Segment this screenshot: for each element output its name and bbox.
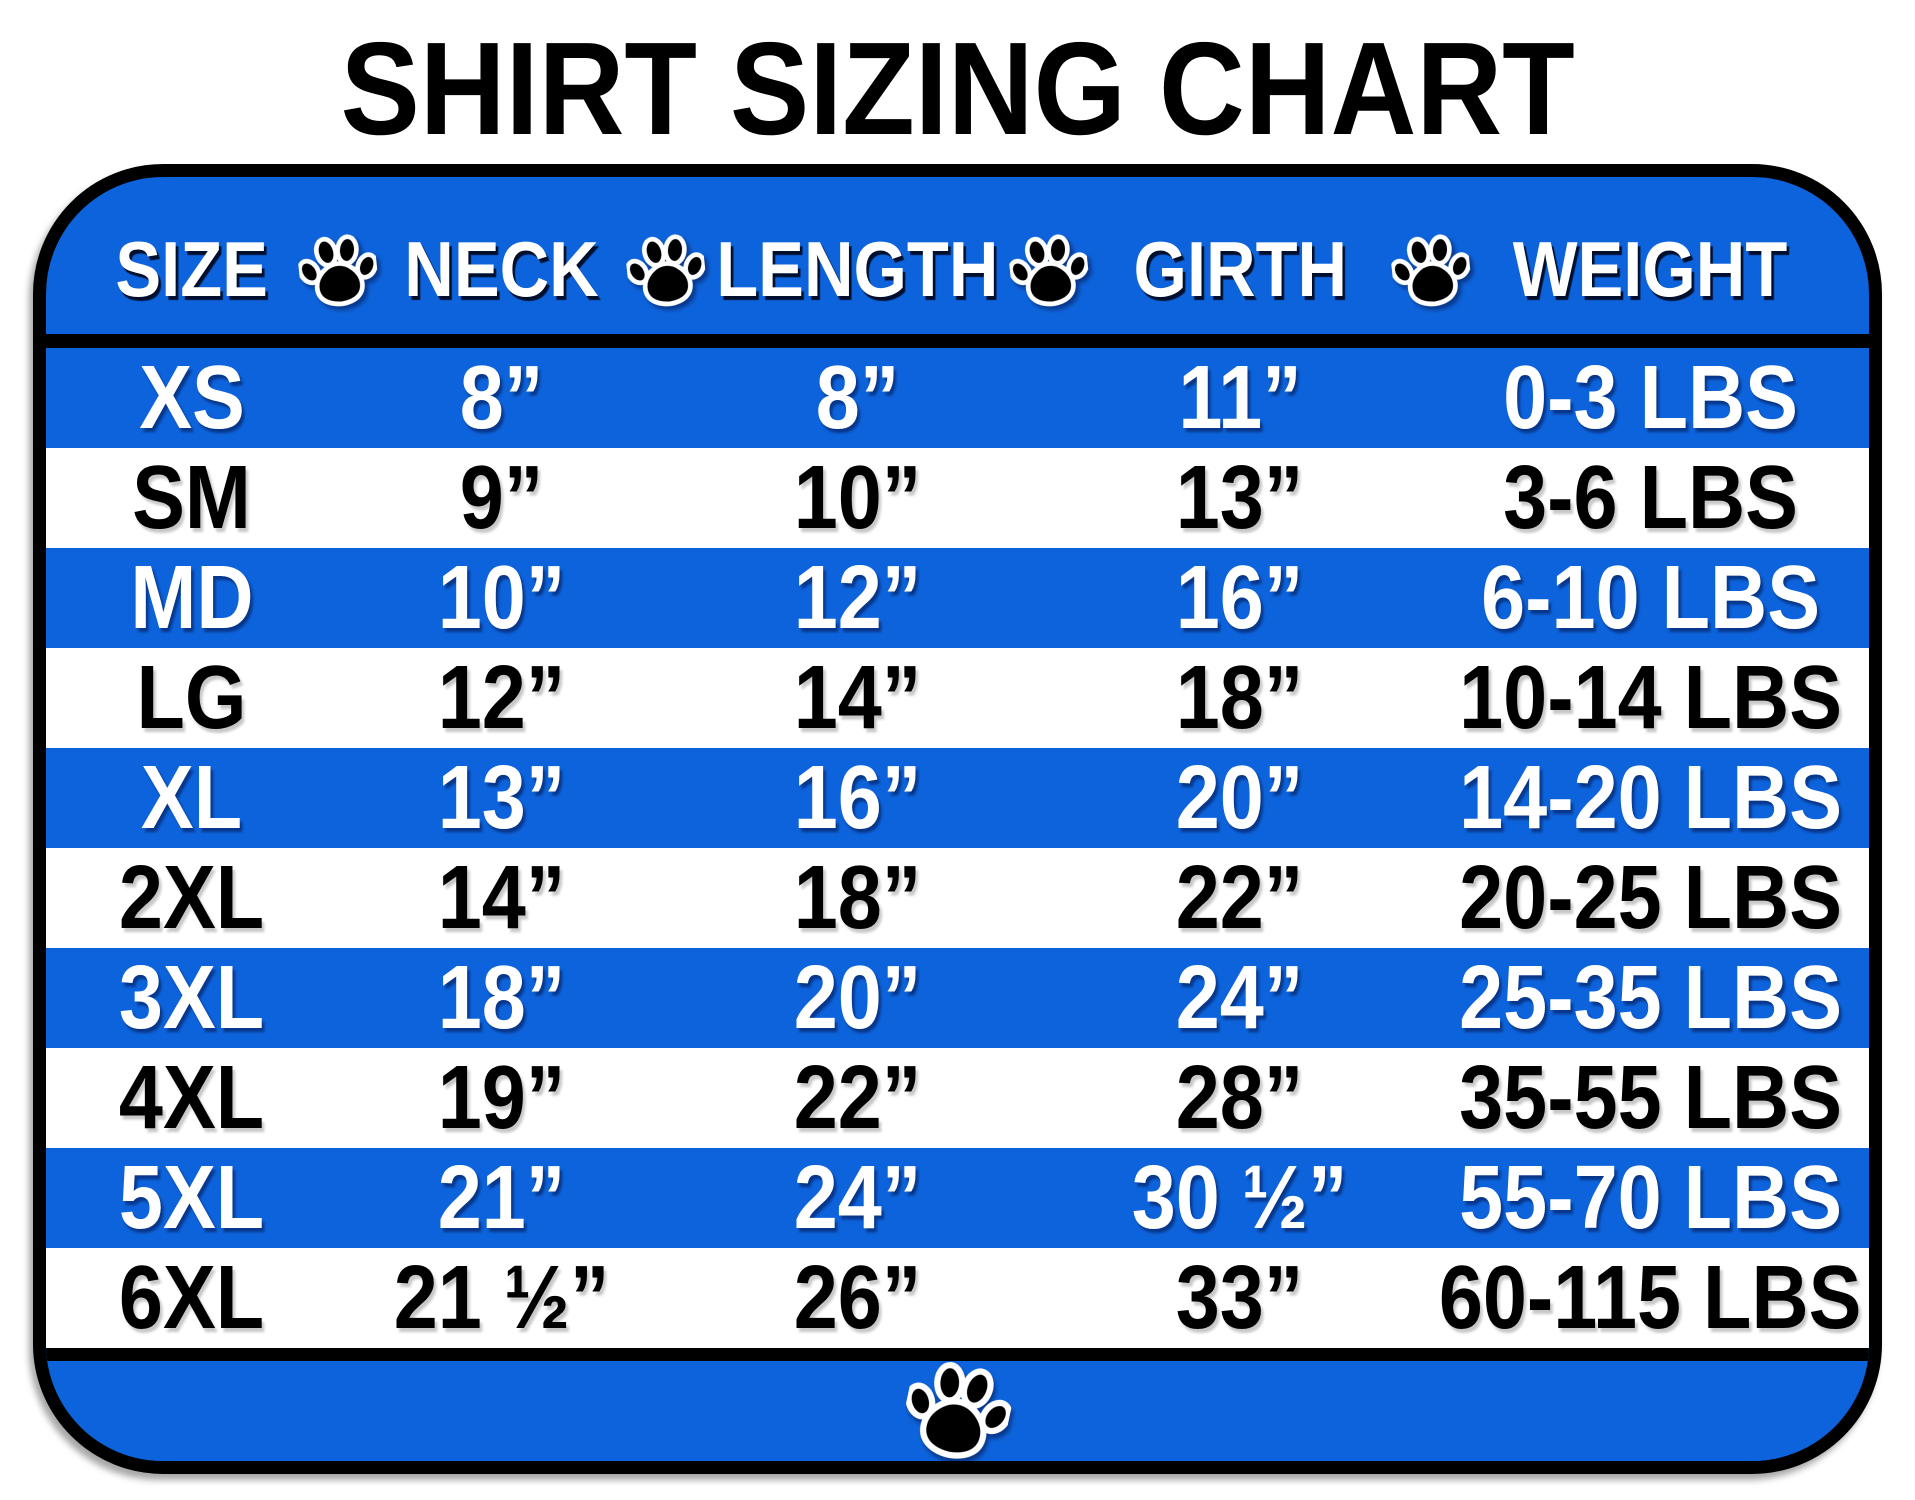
- table-row-md: MD 10” 12” 16” 6-10 LBS: [46, 548, 1869, 648]
- col-header-neck: NECK: [338, 214, 666, 324]
- page-title-text: SHIRT SIZING CHART: [340, 15, 1575, 162]
- table-row-xs: XS 8” 8” 11” 0-3 LBS: [46, 348, 1869, 448]
- cell-weight: 14-20 LBS: [1458, 748, 1842, 848]
- cell-size: 5XL: [119, 1148, 265, 1248]
- col-header-neck-label: NECK: [404, 224, 599, 313]
- table-row-4xl: 4XL 19” 22” 28” 35-55 LBS: [46, 1048, 1869, 1148]
- cell-girth: 20”: [1176, 748, 1304, 848]
- table-row-xl: XL 13” 16” 20” 14-20 LBS: [46, 748, 1869, 848]
- cell-size: 4XL: [119, 1048, 265, 1148]
- cell-size: XL: [141, 748, 243, 848]
- cell-weight: 6-10 LBS: [1480, 548, 1820, 648]
- cell-girth: 11”: [1178, 348, 1302, 448]
- cell-neck: 8”: [459, 348, 544, 448]
- cell-length: 10”: [793, 448, 922, 548]
- paw-icon: [896, 1347, 1019, 1470]
- cell-weight: 60-115 LBS: [1438, 1248, 1862, 1348]
- cell-weight: 0-3 LBS: [1502, 348, 1798, 448]
- cell-weight: 20-25 LBS: [1458, 848, 1842, 948]
- cell-neck: 12”: [437, 648, 566, 748]
- cell-girth: 28”: [1176, 1048, 1304, 1148]
- cell-girth: 24”: [1176, 948, 1304, 1048]
- cell-size: 3XL: [119, 948, 265, 1048]
- table-row-lg: LG 12” 14” 18” 10-14 LBS: [46, 648, 1869, 748]
- cell-length: 18”: [793, 848, 922, 948]
- cell-length: 24”: [793, 1148, 922, 1248]
- cell-size: 6XL: [119, 1248, 265, 1348]
- col-header-weight-label: WEIGHT: [1512, 224, 1788, 313]
- cell-girth: 13”: [1176, 448, 1304, 548]
- cell-girth: 16”: [1176, 548, 1304, 648]
- cell-girth: 18”: [1176, 648, 1304, 748]
- cell-neck: 18”: [437, 948, 566, 1048]
- cell-size: MD: [130, 548, 254, 648]
- cell-girth: 33”: [1176, 1248, 1304, 1348]
- col-header-size: SIZE: [46, 214, 338, 324]
- col-header-girth: GIRTH: [1049, 214, 1432, 324]
- cell-size: LG: [136, 648, 247, 748]
- cell-neck: 10”: [437, 548, 566, 648]
- cell-size: 2XL: [119, 848, 265, 948]
- cell-weight: 35-55 LBS: [1458, 1048, 1842, 1148]
- cell-length: 20”: [793, 948, 922, 1048]
- cell-length: 26”: [793, 1248, 922, 1348]
- cell-size: XS: [139, 348, 245, 448]
- sizing-chart-page: SHIRT SIZING CHART SIZE NECK LENGTH GIRT…: [0, 14, 1915, 1500]
- cell-girth: 30 ½”: [1132, 1148, 1348, 1248]
- cell-girth: 22”: [1176, 848, 1304, 948]
- col-header-size-label: SIZE: [115, 224, 269, 313]
- cell-neck: 19”: [437, 1048, 566, 1148]
- cell-neck: 13”: [437, 748, 566, 848]
- cell-neck: 21 ½”: [393, 1248, 610, 1348]
- table-header: SIZE NECK LENGTH GIRTH WEIGHT: [46, 177, 1869, 348]
- col-header-length: LENGTH: [666, 214, 1049, 324]
- cell-weight: 25-35 LBS: [1458, 948, 1842, 1048]
- table-row-5xl: 5XL 21” 24” 30 ½” 55-70 LBS: [46, 1148, 1869, 1248]
- col-header-length-label: LENGTH: [716, 224, 999, 313]
- sizing-card: SIZE NECK LENGTH GIRTH WEIGHT XS 8: [33, 164, 1882, 1474]
- cell-length: 22”: [793, 1048, 922, 1148]
- table-row-6xl: 6XL 21 ½” 26” 33” 60-115 LBS: [46, 1248, 1869, 1348]
- table-row-sm: SM 9” 10” 13” 3-6 LBS: [46, 448, 1869, 548]
- table-row-3xl: 3XL 18” 20” 24” 25-35 LBS: [46, 948, 1869, 1048]
- table-body: XS 8” 8” 11” 0-3 LBS SM 9” 10” 13” 3-6 L…: [46, 348, 1869, 1348]
- cell-length: 16”: [793, 748, 922, 848]
- cell-weight: 3-6 LBS: [1502, 448, 1798, 548]
- cell-neck: 9”: [459, 448, 544, 548]
- cell-neck: 14”: [437, 848, 566, 948]
- cell-length: 12”: [793, 548, 922, 648]
- cell-size: SM: [132, 448, 252, 548]
- card-footer: [46, 1348, 1869, 1461]
- col-header-girth-label: GIRTH: [1133, 224, 1347, 313]
- page-title: SHIRT SIZING CHART: [0, 14, 1915, 164]
- cell-length: 14”: [793, 648, 922, 748]
- cell-neck: 21”: [437, 1148, 566, 1248]
- cell-length: 8”: [815, 348, 900, 448]
- cell-weight: 10-14 LBS: [1458, 648, 1842, 748]
- cell-weight: 55-70 LBS: [1458, 1148, 1842, 1248]
- table-row-2xl: 2XL 14” 18” 22” 20-25 LBS: [46, 848, 1869, 948]
- col-header-weight: WEIGHT: [1431, 214, 1869, 324]
